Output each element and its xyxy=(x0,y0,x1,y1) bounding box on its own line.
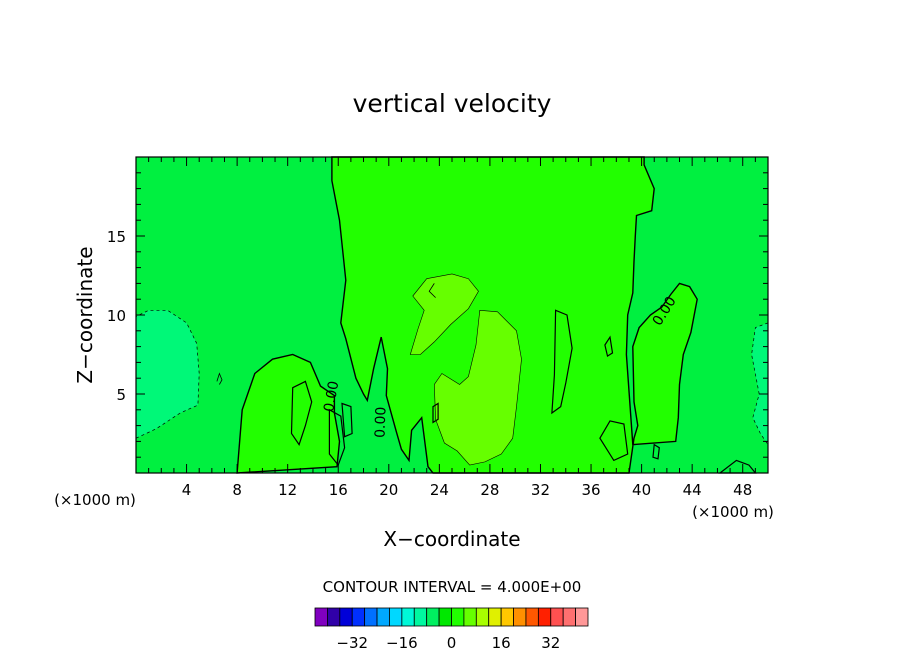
y-tick-label: 5 xyxy=(116,386,126,404)
contour-blob-5 xyxy=(604,335,614,358)
colorbar-swatch xyxy=(525,607,539,627)
x-tick-label: 4 xyxy=(182,481,192,499)
colorbar-swatch xyxy=(401,607,415,627)
x-tick-label: 32 xyxy=(531,481,550,499)
y-tick-label: 10 xyxy=(107,307,126,325)
region-negative-right xyxy=(751,322,769,446)
colorbar-swatch xyxy=(575,607,589,627)
contour-field: 0.000.000.00 xyxy=(135,156,769,474)
colorbar-swatch xyxy=(488,607,502,627)
colorbar-label: 32 xyxy=(541,634,560,652)
region-negative-left xyxy=(135,309,200,439)
x-unit-right: (×1000 m) xyxy=(692,503,774,521)
colorbar-swatch xyxy=(438,607,452,627)
colorbar-swatch xyxy=(364,607,378,627)
colorbar-label: −32 xyxy=(336,634,368,652)
contour-label: 0.00 xyxy=(321,380,342,413)
x-unit-left: (×1000 m) xyxy=(54,491,136,509)
colorbar-swatch xyxy=(537,607,552,627)
colorbar-swatch xyxy=(451,607,465,627)
colorbar-swatch xyxy=(513,607,527,627)
colorbar-swatch xyxy=(351,607,366,627)
colorbar-swatch xyxy=(562,607,576,627)
x-tick-label: 8 xyxy=(232,481,242,499)
contour-blob-4 xyxy=(432,402,439,424)
x-tick-label: 48 xyxy=(733,481,752,499)
colorbar-label: 16 xyxy=(492,634,511,652)
contour-blob-7 xyxy=(599,420,629,462)
y-tick-label: 15 xyxy=(107,228,126,246)
colorbar-swatch xyxy=(327,607,341,627)
y-axis-ticks: 5 10 15 xyxy=(107,172,768,458)
colorbar-label: 0 xyxy=(447,634,457,652)
y-axis-label: Z−coordinate xyxy=(73,246,97,383)
contour-speck xyxy=(428,283,436,298)
region-zero-to-four-left xyxy=(236,353,341,474)
contour-label: 0.00 xyxy=(372,406,389,438)
x-tick-label: 12 xyxy=(278,481,297,499)
x-tick-label: 40 xyxy=(632,481,651,499)
x-axis-ticks: 4 8 12 16 20 24 28 32 36 40 44 48 xyxy=(148,157,756,499)
contour-interval-label: CONTOUR INTERVAL = 4.000E+00 xyxy=(323,578,582,596)
x-tick-label: 24 xyxy=(430,481,449,499)
region-four-to-eight-lower xyxy=(433,309,522,466)
colorbar-swatch xyxy=(376,607,390,627)
x-tick-label: 36 xyxy=(581,481,600,499)
colorbar-label: −16 xyxy=(386,634,418,652)
colorbar: −32 −16 0 16 32 xyxy=(314,607,589,652)
contour-blob-1 xyxy=(290,380,313,446)
contour-blob-8 xyxy=(652,443,660,460)
contour-speck xyxy=(216,372,223,385)
colorbar-swatch xyxy=(314,607,328,627)
chart-title: vertical velocity xyxy=(353,89,552,118)
contour-blob-6 xyxy=(551,309,573,415)
x-tick-label: 20 xyxy=(379,481,398,499)
x-tick-label: 16 xyxy=(329,481,348,499)
colorbar-swatch xyxy=(475,607,490,627)
colorbar-swatch xyxy=(413,607,428,627)
x-axis-label: X−coordinate xyxy=(383,527,520,551)
contour-blob-2 xyxy=(328,408,346,467)
contour-blob-3 xyxy=(341,402,353,438)
x-tick-label: 44 xyxy=(683,481,702,499)
colorbar-swatch xyxy=(426,607,440,627)
region-zero-to-four xyxy=(331,156,698,474)
colorbar-swatch xyxy=(339,607,353,627)
colorbar-swatch xyxy=(550,607,564,627)
colorbar-swatch xyxy=(500,607,514,627)
colorbar-swatch xyxy=(463,607,477,627)
x-tick-label: 28 xyxy=(480,481,499,499)
colorbar-swatch xyxy=(389,607,403,627)
region-four-to-eight-upper xyxy=(409,273,479,355)
